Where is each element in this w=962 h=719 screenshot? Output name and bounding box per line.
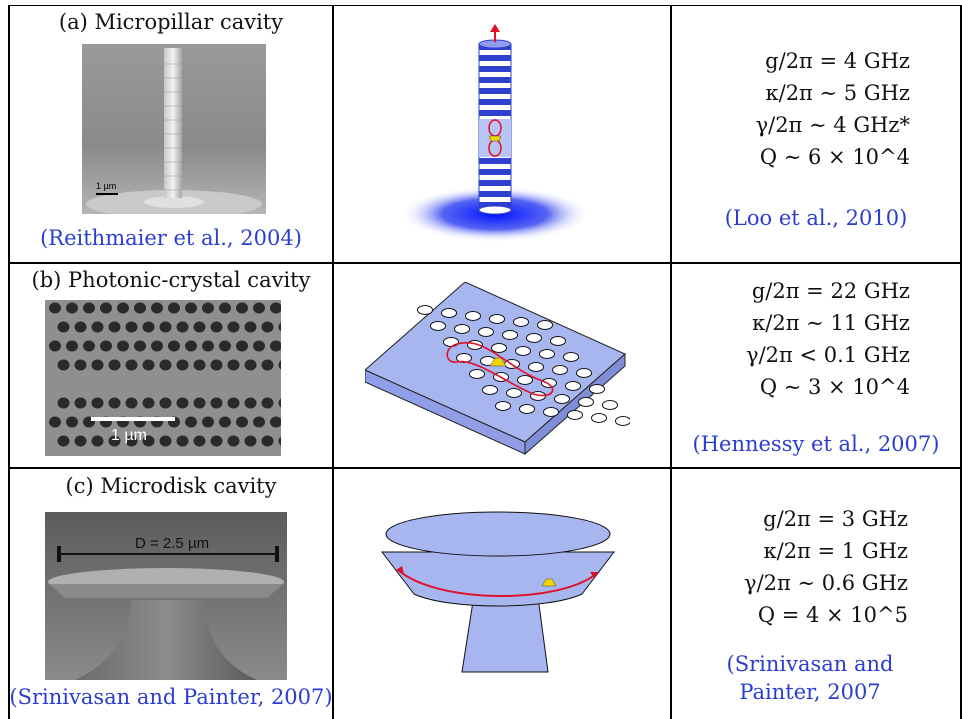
photo-scale-label-b: 1 µm <box>111 427 147 444</box>
row-a-title: (a) Micropillar cavity <box>58 10 284 34</box>
table-border-top <box>8 5 962 6</box>
row-divider-1 <box>8 262 962 264</box>
column-divider-1 <box>332 5 334 719</box>
coupling-rate: g/2π = 4 GHz <box>765 49 910 73</box>
citation-text: (Srinivasan and Painter, 2007) <box>9 685 333 709</box>
photonic-crystal-diagram <box>365 282 630 457</box>
coupling-rate: g/2π = 3 GHz <box>763 507 908 531</box>
micropillar-diagram <box>395 24 605 244</box>
citation-text: (Srinivasan and Painter, 2007 <box>726 652 894 704</box>
table-border-left <box>8 5 10 719</box>
emitter-decay-rate: γ/2π < 0.1 GHz <box>746 343 910 367</box>
quality-factor: Q ∼ 6 × 10^4 <box>759 145 910 169</box>
micropillar-sem-photo: 1 µm <box>82 44 266 214</box>
citation-text: (Loo et al., 2010) <box>724 206 908 230</box>
table-border-right <box>960 5 962 719</box>
photo-scale-label-c: D = 2.5 µm <box>135 535 209 552</box>
citation-right-a: (Loo et al., 2010) <box>672 206 960 230</box>
column-divider-2 <box>670 5 672 719</box>
row-b-title: (b) Photonic-crystal cavity <box>31 268 311 292</box>
row-a-parameters: g/2π = 4 GHz κ/2π ∼ 5 GHz γ/2π ∼ 4 GHz* … <box>756 45 910 173</box>
emitter-decay-rate: γ/2π ∼ 0.6 GHz <box>744 571 908 595</box>
microdisk-diagram <box>378 494 618 694</box>
citation-left-c: (Srinivasan and Painter, 2007) <box>6 685 336 709</box>
row-c-title: (c) Microdisk cavity <box>65 474 277 498</box>
emitter-decay-rate: γ/2π ∼ 4 GHz* <box>755 113 910 137</box>
cavity-decay-rate: κ/2π = 1 GHz <box>763 539 909 563</box>
row-b-parameters: g/2π = 22 GHz κ/2π ∼ 11 GHz γ/2π < 0.1 G… <box>746 275 910 403</box>
citation-right-b: (Hennessy et al., 2007) <box>672 432 960 456</box>
quality-factor: Q ∼ 3 × 10^4 <box>759 375 910 399</box>
cavity-decay-rate: κ/2π ∼ 5 GHz <box>765 81 911 105</box>
citation-text: (Reithmaier et al., 2004) <box>40 226 302 250</box>
citation-text: (Hennessy et al., 2007) <box>692 432 940 456</box>
photonic-crystal-sem-photo: 1 µm <box>45 300 281 456</box>
citation-right-c: (Srinivasan and Painter, 2007 <box>690 650 930 706</box>
coupling-rate: g/2π = 22 GHz <box>751 279 910 303</box>
cavity-decay-rate: κ/2π ∼ 11 GHz <box>752 311 910 335</box>
citation-left-a: (Reithmaier et al., 2004) <box>6 226 336 250</box>
quality-factor: Q = 4 × 10^5 <box>757 603 908 627</box>
microdisk-sem-photo: D = 2.5 µm <box>45 512 287 680</box>
row-c-parameters: g/2π = 3 GHz κ/2π = 1 GHz γ/2π ∼ 0.6 GHz… <box>744 503 908 631</box>
row-divider-2 <box>8 467 962 469</box>
photo-scale-label-a: 1 µm <box>96 181 116 191</box>
